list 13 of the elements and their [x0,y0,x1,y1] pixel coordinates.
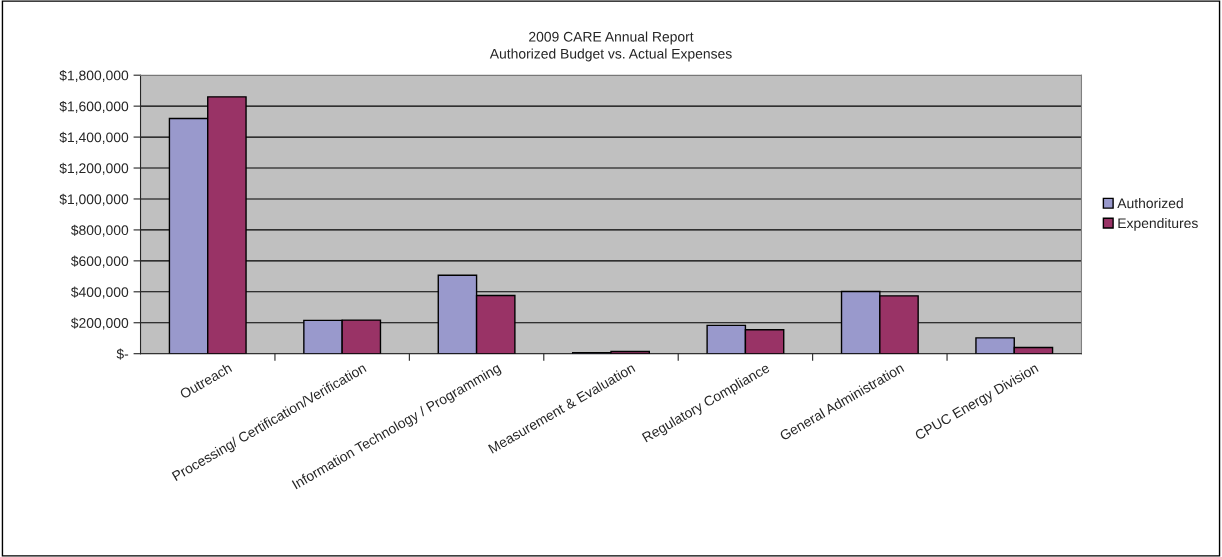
y-tick-label: $1,800,000 [59,69,129,82]
y-tick-label: $200,000 [70,317,129,330]
y-tick-label: $800,000 [70,224,129,237]
legend-label: Authorized [1117,198,1183,209]
chart-title: 2009 CARE Annual Report Authorized Budget vs. Actual Expenses [489,31,732,62]
y-tick-label: $400,000 [70,286,129,299]
y-tick-label: $- [116,348,129,360]
y-tick-label: $1,400,000 [59,131,129,144]
legend-label: Expenditures [1118,217,1198,231]
y-tick-label: $600,000 [70,255,129,268]
y-tick-label: $1,200,000 [59,162,129,175]
y-tick-label: $1,600,000 [59,100,129,113]
y-tick-label: $1,000,000 [59,193,129,206]
